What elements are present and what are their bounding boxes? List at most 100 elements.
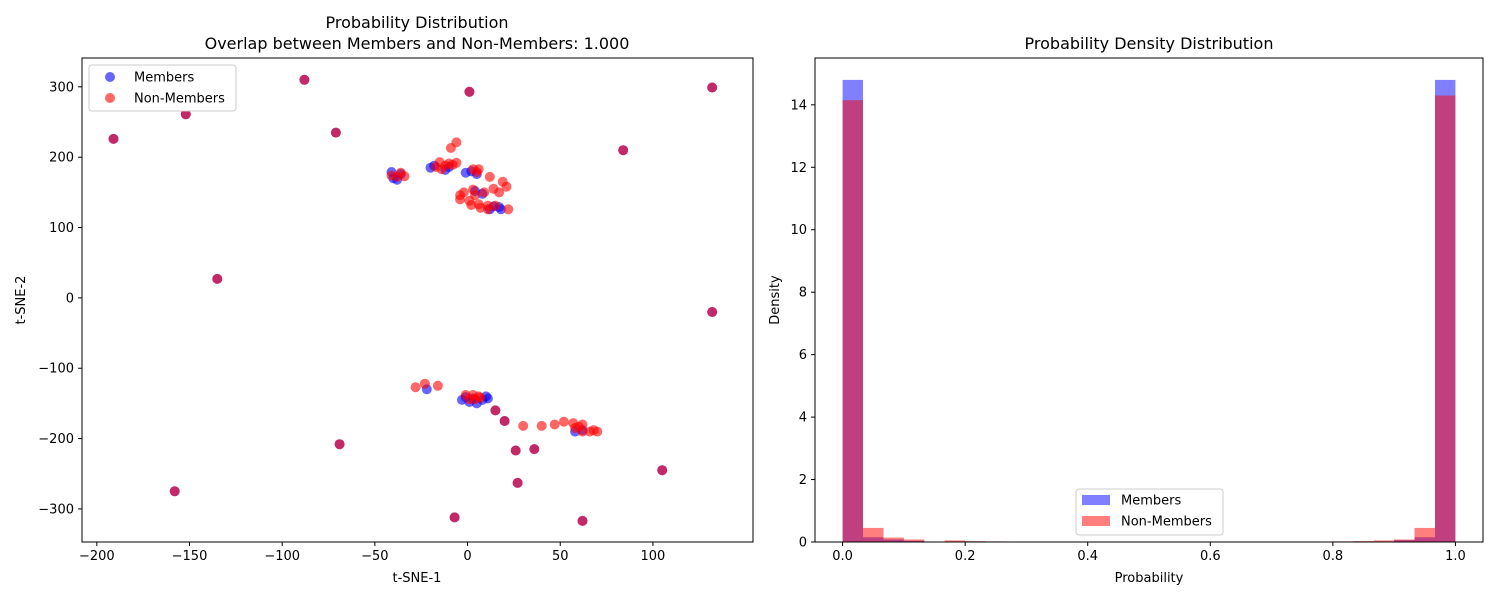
- histogram-axes-frame: [814, 57, 1484, 543]
- histogram-bar-non-members-12: [1435, 95, 1456, 542]
- histogram-bar-non-members-9: [1373, 540, 1395, 542]
- scatter-point-non-members-12: [657, 465, 668, 476]
- histogram-bar-non-members-11: [1414, 527, 1435, 542]
- scatter-point-non-members-27: [451, 157, 462, 168]
- scatter-point-non-members-29: [451, 137, 462, 148]
- histogram-y-tick-label: 2: [799, 473, 807, 488]
- scatter-point-non-members-32: [458, 187, 469, 198]
- histogram-bars: [842, 79, 1456, 543]
- histogram-y-tick-label: 6: [799, 348, 807, 363]
- scatter-point-non-members-8: [464, 86, 475, 97]
- scatter-legend-box: [88, 64, 237, 112]
- scatter-point-non-members-6: [334, 439, 345, 450]
- scatter-x-tick-label: −150: [172, 549, 208, 564]
- scatter-point-non-members-13: [510, 445, 521, 456]
- histogram-y-tick-label: 0: [799, 536, 807, 551]
- histogram-x-tick-label: 0.2: [955, 549, 976, 564]
- legend-label-non-members: Non-Members: [134, 92, 225, 107]
- scatter-point-non-members-16: [577, 515, 588, 526]
- scatter-point-non-members-45: [484, 171, 495, 182]
- hist-legend-label-members: Members: [1121, 494, 1181, 509]
- scatter-point-non-members-61: [490, 405, 501, 416]
- scatter-x-tick-label: −50: [361, 549, 388, 564]
- legend-marker-members: [105, 72, 115, 82]
- scatter-point-non-members-62: [499, 416, 510, 426]
- hist-legend-label-non-members: Non-Members: [1121, 515, 1212, 530]
- scatter-point-non-members-70: [577, 419, 588, 430]
- histogram-y-tick-label: 12: [790, 161, 807, 176]
- scatter-point-non-members-3: [330, 127, 341, 138]
- scatter-point-non-members-0: [108, 133, 119, 144]
- scatter-point-non-members-9: [618, 145, 629, 156]
- scatter-point-members-41: [482, 393, 493, 404]
- scatter-point-non-members-44: [482, 204, 493, 215]
- scatter-point-non-members-66: [558, 416, 569, 427]
- scatter-y-tick-label: 100: [49, 221, 74, 236]
- histogram-y-tick-label: 10: [790, 223, 807, 238]
- histogram-legend-box: [1075, 488, 1224, 536]
- scatter-point-non-members-60: [475, 392, 486, 403]
- legend-marker-non-members: [105, 93, 115, 103]
- scatter-x-tick-label: 100: [640, 549, 665, 564]
- histogram-y-tick-label: 14: [790, 98, 807, 113]
- histogram-bar-non-members-4: [944, 540, 966, 542]
- histogram-bar-non-members-3: [903, 539, 925, 542]
- scatter-point-non-members-51: [503, 204, 514, 215]
- histogram-y-ticks: 0 2 4 6 8 10 12 14: [790, 98, 815, 551]
- scatter-point-non-members-1: [180, 109, 191, 120]
- scatter-point-non-members-53: [419, 378, 430, 389]
- scatter-point-non-members-34: [466, 200, 477, 210]
- histogram-bar-non-members-0: [842, 100, 863, 542]
- scatter-points: [108, 74, 718, 526]
- scatter-y-tick-label: 200: [49, 151, 74, 166]
- legend-label-members: Members: [134, 71, 194, 86]
- scatter-x-label: t-SNE-1: [393, 571, 442, 586]
- histogram-y-label: Density: [768, 275, 783, 325]
- histogram-x-tick-label: 0.6: [1200, 549, 1221, 564]
- histogram-y-tick-label: 8: [799, 286, 807, 301]
- scatter-point-non-members-10: [707, 82, 718, 93]
- scatter-panel: Probability Distribution Overlap between…: [14, 13, 754, 586]
- scatter-point-non-members-11: [707, 307, 718, 317]
- histogram-x-tick-label: 1.0: [1445, 549, 1466, 564]
- scatter-x-tick-label: 0: [463, 549, 471, 564]
- scatter-x-ticks: −200 −150 −100 −50 0 50 100: [79, 542, 665, 564]
- scatter-point-non-members-74: [592, 426, 603, 437]
- scatter-point-non-members-48: [494, 187, 505, 198]
- scatter-point-non-members-39: [470, 190, 480, 201]
- histogram-x-tick-label: 0.0: [832, 549, 853, 564]
- histogram-panel: Probability Density Distribution 0.0 0.2 0…: [768, 34, 1484, 586]
- scatter-point-non-members-5: [169, 486, 180, 497]
- scatter-point-non-members-15: [529, 444, 540, 455]
- scatter-subtitle: Overlap between Members and Non-Members:…: [205, 34, 630, 53]
- histogram-y-tick-label: 4: [799, 411, 807, 426]
- scatter-point-non-members-4: [212, 273, 223, 284]
- scatter-point-non-members-42: [479, 187, 490, 198]
- scatter-y-tick-label: 300: [49, 80, 74, 95]
- scatter-x-tick-label: −200: [79, 549, 115, 564]
- scatter-point-non-members-65: [549, 419, 560, 430]
- legend-swatch-members: [1082, 495, 1110, 505]
- scatter-point-non-members-7: [449, 512, 460, 523]
- scatter-x-tick-label: −100: [264, 549, 300, 564]
- scatter-point-non-members-2: [299, 74, 310, 85]
- scatter-point-non-members-64: [536, 420, 547, 431]
- scatter-point-non-members-14: [512, 477, 523, 488]
- scatter-y-label: t-SNE-2: [14, 276, 29, 325]
- scatter-point-non-members-63: [518, 420, 529, 431]
- scatter-axes-frame: [81, 57, 754, 543]
- scatter-legend: Members Non-Members: [88, 64, 237, 112]
- histogram-bar-non-members-1: [863, 527, 884, 542]
- scatter-point-non-members-47: [490, 200, 501, 211]
- histogram-x-ticks: 0.0 0.2 0.4 0.6 0.8 1.0: [832, 542, 1466, 564]
- scatter-point-non-members-38: [473, 164, 484, 175]
- histogram-legend: Members Non-Members: [1075, 488, 1224, 536]
- scatter-y-tick-label: −300: [38, 502, 74, 517]
- scatter-y-tick-label: 0: [66, 291, 74, 306]
- scatter-title: Probability Distribution: [325, 13, 508, 32]
- histogram-title: Probability Density Distribution: [1025, 34, 1274, 53]
- scatter-point-non-members-20: [399, 171, 410, 182]
- histogram-x-tick-label: 0.8: [1323, 549, 1344, 564]
- histogram-x-tick-label: 0.4: [1077, 549, 1098, 564]
